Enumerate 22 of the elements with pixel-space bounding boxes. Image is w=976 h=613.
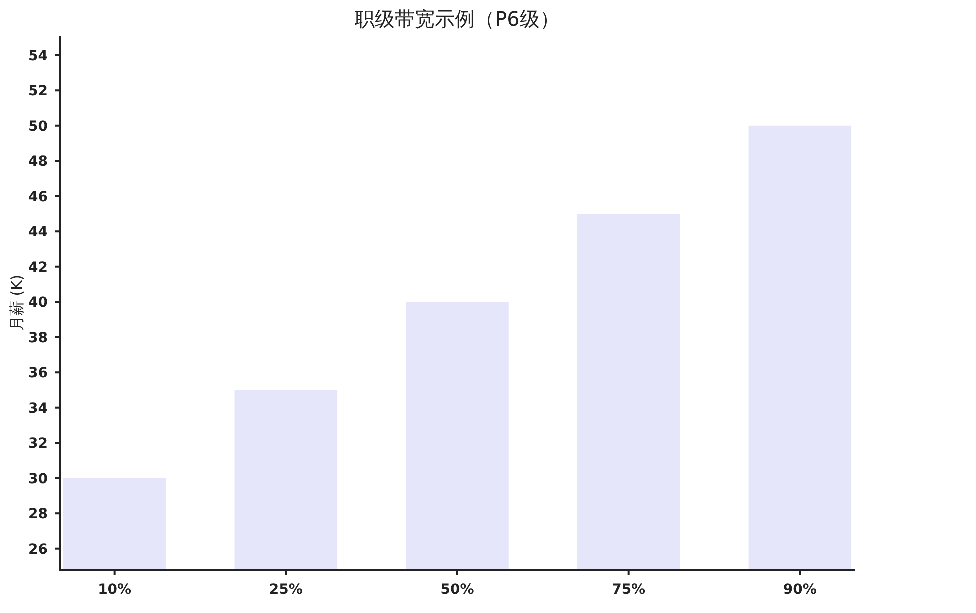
y-tick-label: 46 — [28, 189, 48, 206]
y-tick-label: 34 — [28, 400, 48, 417]
x-tick-label: 50% — [440, 582, 474, 598]
y-tick-label: 26 — [28, 542, 48, 558]
chart-title: 职级带宽示例（P6级） — [355, 7, 560, 31]
y-tick-label: 42 — [28, 260, 48, 276]
y-tick-label: 50 — [28, 118, 48, 135]
y-tick-label: 48 — [28, 154, 48, 170]
y-axis-title: 月薪 (K) — [8, 274, 26, 332]
y-tick-label: 40 — [28, 295, 48, 312]
y-tick-label: 38 — [28, 330, 48, 346]
x-tick-label: 75% — [612, 582, 646, 598]
y-tick-label: 28 — [28, 506, 48, 523]
x-tick-label: 90% — [783, 582, 817, 598]
y-tick-label: 36 — [28, 366, 48, 382]
y-tick-label: 44 — [28, 224, 48, 241]
y-tick-label: 52 — [28, 84, 48, 100]
x-tick-label: 25% — [269, 582, 303, 598]
x-tick-label: 10% — [98, 582, 132, 598]
y-tick-label: 54 — [28, 48, 48, 64]
y-tick-label: 32 — [28, 436, 48, 452]
y-tick-label: 30 — [28, 471, 48, 488]
